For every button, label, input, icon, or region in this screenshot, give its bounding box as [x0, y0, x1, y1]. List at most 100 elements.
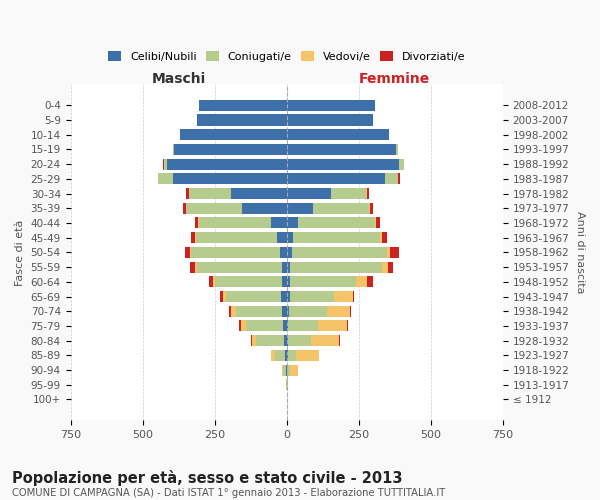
- Bar: [281, 276, 287, 287]
- Bar: [213, 276, 215, 287]
- Bar: [387, 247, 390, 258]
- Bar: [287, 232, 293, 243]
- Bar: [347, 320, 348, 332]
- Bar: [287, 276, 290, 287]
- Bar: [313, 202, 369, 214]
- Bar: [183, 202, 186, 214]
- Bar: [370, 202, 373, 214]
- Bar: [376, 218, 380, 228]
- Bar: [190, 247, 191, 258]
- Bar: [283, 320, 287, 332]
- Bar: [199, 218, 271, 228]
- Bar: [191, 247, 280, 258]
- Bar: [251, 335, 252, 346]
- Bar: [197, 114, 287, 126]
- Bar: [167, 158, 287, 170]
- Text: Popolazione per età, sesso e stato civile - 2013: Popolazione per età, sesso e stato civil…: [12, 470, 403, 486]
- Bar: [175, 144, 287, 155]
- Bar: [271, 350, 275, 361]
- Bar: [229, 306, 231, 316]
- Bar: [287, 100, 374, 111]
- Bar: [331, 188, 366, 199]
- Bar: [223, 291, 226, 302]
- Bar: [209, 276, 213, 287]
- Bar: [239, 320, 241, 332]
- Bar: [385, 174, 398, 184]
- Bar: [256, 335, 284, 346]
- Bar: [338, 335, 340, 346]
- Bar: [173, 174, 287, 184]
- Bar: [353, 291, 355, 302]
- Legend: Celibi/Nubili, Coniugati/e, Vedovi/e, Divorziati/e: Celibi/Nubili, Coniugati/e, Vedovi/e, Di…: [103, 46, 470, 66]
- Bar: [199, 100, 287, 111]
- Bar: [369, 202, 370, 214]
- Bar: [356, 276, 367, 287]
- Bar: [287, 262, 290, 272]
- Bar: [280, 247, 287, 258]
- Bar: [288, 335, 311, 346]
- Bar: [230, 188, 287, 199]
- Bar: [287, 364, 290, 376]
- Bar: [326, 306, 350, 316]
- Bar: [180, 129, 287, 140]
- Bar: [293, 232, 380, 243]
- Text: COMUNE DI CAMPAGNA (SA) - Dati ISTAT 1° gennaio 2013 - Elaborazione TUTTITALIA.I: COMUNE DI CAMPAGNA (SA) - Dati ISTAT 1° …: [12, 488, 445, 498]
- Bar: [334, 291, 353, 302]
- Bar: [290, 291, 334, 302]
- Bar: [288, 320, 319, 332]
- Bar: [287, 158, 399, 170]
- Bar: [196, 232, 277, 243]
- Bar: [399, 158, 404, 170]
- Bar: [311, 335, 338, 346]
- Bar: [287, 174, 385, 184]
- Bar: [226, 291, 281, 302]
- Bar: [281, 291, 287, 302]
- Bar: [246, 320, 283, 332]
- Bar: [296, 350, 319, 361]
- Bar: [374, 218, 376, 228]
- Bar: [298, 218, 374, 228]
- Bar: [275, 350, 286, 361]
- Bar: [287, 114, 373, 126]
- Bar: [290, 262, 382, 272]
- Bar: [195, 262, 197, 272]
- Bar: [185, 247, 190, 258]
- Bar: [388, 262, 394, 272]
- Bar: [283, 306, 287, 316]
- Bar: [290, 276, 356, 287]
- Bar: [287, 247, 292, 258]
- Bar: [289, 306, 326, 316]
- Bar: [390, 247, 399, 258]
- Bar: [290, 364, 298, 376]
- Bar: [158, 174, 173, 184]
- Bar: [215, 276, 281, 287]
- Bar: [236, 306, 283, 316]
- Bar: [189, 188, 230, 199]
- Bar: [287, 144, 397, 155]
- Bar: [287, 202, 313, 214]
- Bar: [282, 364, 283, 376]
- Bar: [242, 202, 287, 214]
- Bar: [195, 218, 198, 228]
- Bar: [220, 291, 223, 302]
- Bar: [380, 232, 382, 243]
- Bar: [284, 335, 287, 346]
- Bar: [173, 144, 175, 155]
- Bar: [287, 188, 331, 199]
- Bar: [286, 350, 287, 361]
- Bar: [319, 320, 347, 332]
- Y-axis label: Fasce di età: Fasce di età: [15, 219, 25, 286]
- Bar: [187, 188, 189, 199]
- Bar: [287, 350, 296, 361]
- Text: Maschi: Maschi: [152, 72, 206, 86]
- Bar: [190, 262, 195, 272]
- Bar: [287, 129, 389, 140]
- Bar: [287, 306, 289, 316]
- Bar: [287, 291, 290, 302]
- Y-axis label: Anni di nascita: Anni di nascita: [575, 211, 585, 294]
- Bar: [191, 232, 196, 243]
- Bar: [186, 202, 242, 214]
- Bar: [367, 188, 370, 199]
- Bar: [164, 158, 167, 170]
- Bar: [382, 262, 388, 272]
